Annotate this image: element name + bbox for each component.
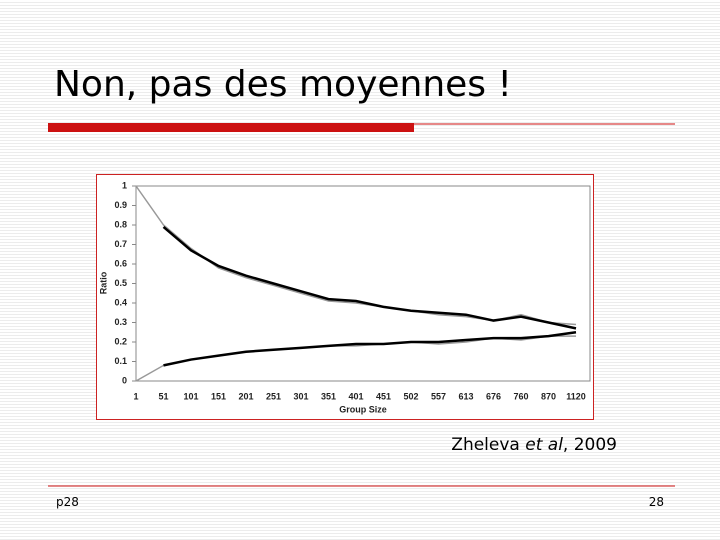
y-axis-title: Ratio bbox=[98, 271, 108, 294]
x-tick-label: 870 bbox=[541, 391, 556, 401]
x-tick-label: 676 bbox=[486, 391, 501, 401]
x-tick-label: 613 bbox=[458, 391, 473, 401]
y-tick-label: 0.9 bbox=[114, 200, 127, 210]
footer-left: p28 bbox=[56, 495, 79, 509]
caption: Zheleva et al, 2009 bbox=[451, 435, 617, 455]
x-tick-label: 502 bbox=[403, 391, 418, 401]
x-tick-label: 1 bbox=[133, 391, 138, 401]
y-tick-label: 0.2 bbox=[114, 336, 127, 346]
y-tick-label: 0 bbox=[122, 375, 127, 385]
slide-title: Non, pas des moyennes ! bbox=[54, 64, 512, 105]
x-tick-label: 351 bbox=[321, 391, 336, 401]
x-tick-label: 51 bbox=[158, 391, 168, 401]
caption-year: , 2009 bbox=[563, 435, 617, 455]
x-tick-label: 451 bbox=[376, 391, 391, 401]
y-tick-label: 0.6 bbox=[114, 258, 127, 268]
x-axis-title: Group Size bbox=[339, 404, 387, 414]
x-tick-label: 151 bbox=[211, 391, 226, 401]
title-bar bbox=[48, 123, 414, 132]
y-tick-label: 0.5 bbox=[114, 278, 127, 288]
x-tick-label: 301 bbox=[293, 391, 308, 401]
y-tick-label: 0.7 bbox=[114, 239, 127, 249]
y-tick-label: 0.4 bbox=[114, 297, 127, 307]
caption-author: Zheleva bbox=[451, 435, 520, 455]
y-tick-label: 1 bbox=[122, 180, 127, 190]
plot-area bbox=[135, 185, 591, 382]
x-tick-label: 251 bbox=[266, 391, 281, 401]
y-tick-label: 0.8 bbox=[114, 219, 127, 229]
y-tick-label: 0.1 bbox=[114, 356, 127, 366]
x-tick-label: 401 bbox=[348, 391, 363, 401]
series-line bbox=[162, 225, 577, 330]
x-tick-label: 557 bbox=[431, 391, 446, 401]
x-tick-label: 1120 bbox=[566, 391, 586, 401]
x-tick-label: 101 bbox=[183, 391, 198, 401]
caption-etal: et al bbox=[525, 435, 563, 455]
x-tick-label: 201 bbox=[238, 391, 253, 401]
y-tick-label: 0.3 bbox=[114, 317, 127, 327]
x-tick-label: 760 bbox=[513, 391, 528, 401]
page-number: 28 bbox=[649, 495, 664, 509]
series-line bbox=[163, 331, 577, 367]
